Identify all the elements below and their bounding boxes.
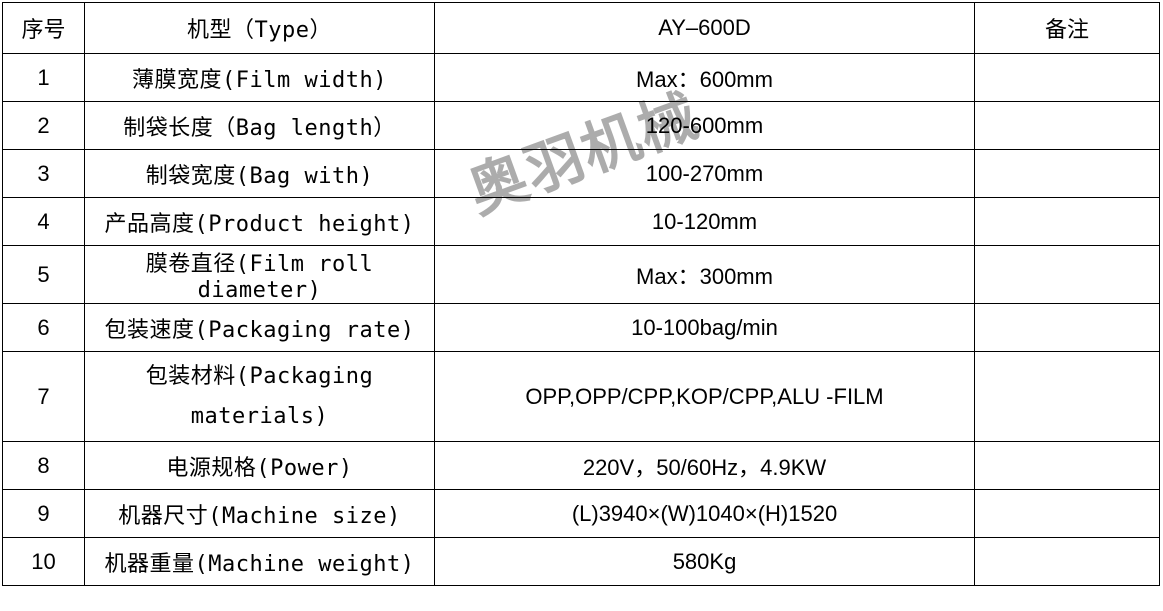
cell-value: Max：300mm: [435, 246, 975, 304]
cell-value: Max：600mm: [435, 54, 975, 102]
cell-value: 100-270mm: [435, 150, 975, 198]
cell-notes: [975, 490, 1160, 538]
cell-value: 10-100bag/min: [435, 304, 975, 352]
table-row: 6包装速度(Packaging rate)10-100bag/min: [3, 304, 1160, 352]
cell-seq: 6: [3, 304, 85, 352]
table-row: 5膜卷直径(Film roll diameter)Max：300mm: [3, 246, 1160, 304]
cell-type: 包装材料(Packaging materials): [85, 352, 435, 442]
cell-type: 机器尺寸(Machine size): [85, 490, 435, 538]
cell-seq: 4: [3, 198, 85, 246]
cell-seq: 1: [3, 54, 85, 102]
cell-value: 580Kg: [435, 538, 975, 586]
cell-type: 薄膜宽度(Film width): [85, 54, 435, 102]
cell-value: OPP,OPP/CPP,KOP/CPP,ALU -FILM: [435, 352, 975, 442]
cell-seq: 2: [3, 102, 85, 150]
cell-value: 10-120mm: [435, 198, 975, 246]
cell-type: 机器重量(Machine weight): [85, 538, 435, 586]
header-value: AY–600D: [435, 3, 975, 54]
cell-seq: 9: [3, 490, 85, 538]
header-type: 机型（Type）: [85, 3, 435, 54]
header-seq: 序号: [3, 3, 85, 54]
table-row: 8电源规格(Power)220V，50/60Hz，4.9KW: [3, 442, 1160, 490]
cell-type: 电源规格(Power): [85, 442, 435, 490]
cell-notes: [975, 246, 1160, 304]
spec-table: 序号 机型（Type） AY–600D 备注 1薄膜宽度(Film width)…: [2, 2, 1160, 586]
cell-seq: 3: [3, 150, 85, 198]
cell-notes: [975, 150, 1160, 198]
table-row: 7包装材料(Packaging materials)OPP,OPP/CPP,KO…: [3, 352, 1160, 442]
table-row: 3制袋宽度(Bag with)100-270mm: [3, 150, 1160, 198]
spec-table-container: 序号 机型（Type） AY–600D 备注 1薄膜宽度(Film width)…: [2, 2, 1160, 586]
cell-notes: [975, 442, 1160, 490]
cell-notes: [975, 102, 1160, 150]
cell-type: 包装速度(Packaging rate): [85, 304, 435, 352]
table-row: 9机器尺寸(Machine size)(L)3940×(W)1040×(H)15…: [3, 490, 1160, 538]
cell-seq: 10: [3, 538, 85, 586]
cell-notes: [975, 352, 1160, 442]
table-row: 4产品高度(Product height)10-120mm: [3, 198, 1160, 246]
cell-type: 膜卷直径(Film roll diameter): [85, 246, 435, 304]
cell-seq: 8: [3, 442, 85, 490]
cell-type: 制袋宽度(Bag with): [85, 150, 435, 198]
table-row: 1薄膜宽度(Film width)Max：600mm: [3, 54, 1160, 102]
cell-notes: [975, 198, 1160, 246]
cell-type: 制袋长度（Bag length）: [85, 102, 435, 150]
header-notes: 备注: [975, 3, 1160, 54]
cell-seq: 7: [3, 352, 85, 442]
cell-notes: [975, 54, 1160, 102]
cell-value: (L)3940×(W)1040×(H)1520: [435, 490, 975, 538]
table-row: 2制袋长度（Bag length）120-600mm: [3, 102, 1160, 150]
cell-value: 120-600mm: [435, 102, 975, 150]
cell-notes: [975, 538, 1160, 586]
cell-type: 产品高度(Product height): [85, 198, 435, 246]
table-row: 10机器重量(Machine weight)580Kg: [3, 538, 1160, 586]
cell-seq: 5: [3, 246, 85, 304]
cell-value: 220V，50/60Hz，4.9KW: [435, 442, 975, 490]
table-header-row: 序号 机型（Type） AY–600D 备注: [3, 3, 1160, 54]
cell-notes: [975, 304, 1160, 352]
